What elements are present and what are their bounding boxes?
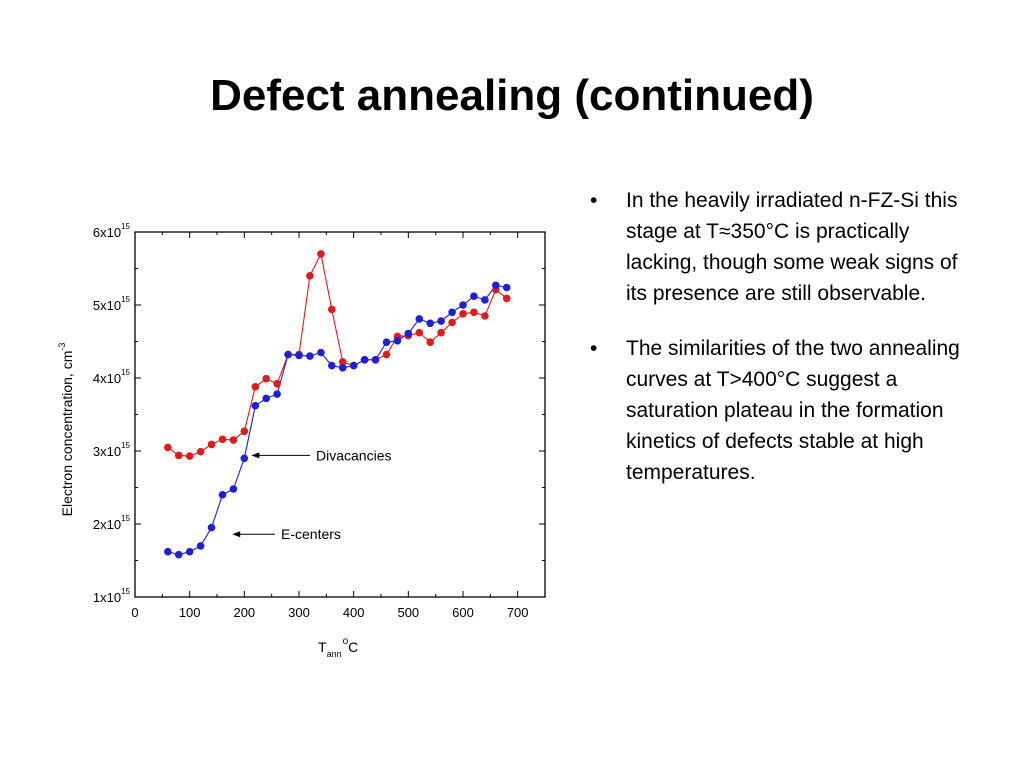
series-1-point [295, 351, 303, 360]
series-1-point [382, 338, 391, 346]
series-0-point [164, 443, 172, 452]
bullet-dot-icon: • [590, 337, 598, 360]
x-tick-label: 400 [343, 605, 365, 620]
x-tick-label: 700 [507, 605, 529, 620]
series-0-point [415, 328, 424, 337]
series-1-point [284, 350, 292, 359]
series-0-point [240, 427, 249, 436]
e-centers-arrow-head-icon [232, 531, 241, 538]
series-1-point [349, 361, 358, 370]
y-tick-label: 2x1015 [93, 514, 131, 532]
bullet-item: • The similarities of the two annealing … [590, 333, 970, 488]
series-0-point [459, 310, 467, 318]
series-1-point [229, 485, 238, 493]
y-tick-label: 6x1015 [93, 222, 131, 240]
series-0-point [448, 318, 456, 327]
series-0-point [207, 440, 216, 449]
series-1-point [338, 364, 347, 372]
y-tick-label: 4x1015 [93, 368, 131, 386]
series-0-point [174, 451, 183, 460]
x-axis-label: TannoC [318, 636, 358, 659]
axis-group: 0 100 200 300 400 500 600 700 1x1015 2x1015 3x1015… [93, 222, 546, 620]
series-0-point [338, 358, 347, 366]
x-tick-label: 200 [233, 605, 255, 620]
series-0-point [481, 312, 489, 320]
x-tick-label: 100 [179, 605, 201, 620]
series-0-point [437, 328, 445, 337]
bullet-item: • In the heavily irradiated n-FZ-Si this… [590, 185, 970, 309]
annotation-group: Divacancies E-centers [232, 447, 391, 542]
series-1-point [251, 401, 260, 410]
e-centers-label: E-centers [281, 526, 341, 542]
series-1-point [371, 356, 380, 364]
x-tick-label: 300 [288, 605, 310, 620]
series-0-point [382, 350, 391, 359]
series-0-point [262, 374, 270, 383]
series-1-point [196, 542, 205, 550]
series-1-point [207, 523, 216, 532]
series-0-point [502, 294, 511, 303]
series-1-point [306, 352, 314, 360]
series-0-line [167, 252, 508, 457]
bullet-text: In the heavily irradiated n-FZ-Si this s… [626, 189, 958, 305]
y-axis-label: Electron concentration, cm-3 [57, 343, 75, 517]
series-1-point [492, 281, 500, 290]
divacancies-label: Divacancies [316, 447, 391, 463]
series-0-point [273, 380, 281, 388]
axis-label-group: TannoC Electron concentration, cm-3 [57, 343, 358, 659]
series-1-point [240, 454, 249, 463]
series-0-point [470, 308, 478, 317]
series-1-point [426, 319, 435, 328]
series-0-point [251, 383, 260, 391]
series-1-point [481, 296, 489, 304]
plot-frame-group [134, 231, 546, 598]
series-1-point [393, 337, 402, 345]
series-1-point [459, 301, 467, 309]
series-1-point [317, 348, 325, 357]
series-1-point [437, 317, 445, 325]
x-tick-label: 600 [452, 605, 474, 620]
series-0-point [229, 436, 238, 444]
series-0-point [196, 447, 205, 456]
y-tick-label: 1x1015 [93, 587, 131, 605]
series-0-point [317, 250, 325, 258]
y-tick-label: 5x1015 [93, 295, 131, 313]
series-group [164, 250, 511, 559]
series-1-point [502, 283, 511, 292]
series-1-point [185, 547, 194, 556]
bullet-list: • In the heavily irradiated n-FZ-Si this… [590, 185, 970, 512]
series-1-point [218, 491, 227, 499]
series-0-point [328, 305, 336, 314]
bullet-text: The similarities of the two annealing cu… [626, 337, 960, 484]
series-1-point [360, 356, 369, 364]
series-1-point [415, 315, 424, 323]
series-0-point [426, 338, 435, 346]
series-0-point [185, 452, 194, 460]
series-0-point [218, 435, 227, 444]
series-1-point [262, 394, 270, 403]
series-0-point [306, 272, 314, 280]
series-1-point [404, 329, 413, 338]
series-1-line [167, 284, 507, 556]
x-tick-label: 500 [397, 605, 419, 620]
divacancies-arrow-head-icon [251, 452, 260, 459]
x-tick-label: 0 [131, 605, 138, 620]
series-1-point [328, 361, 336, 370]
series-1-point [470, 292, 478, 300]
plot-frame [134, 231, 546, 598]
y-tick-label: 3x1015 [93, 441, 131, 459]
annealing-chart: 0 100 200 300 400 500 600 700 1x1015 2x1015 3x1015… [57, 222, 546, 659]
bullet-dot-icon: • [590, 189, 598, 212]
series-1-point [273, 390, 281, 398]
series-1-point [174, 550, 183, 559]
slide-title: Defect annealing (continued) [210, 71, 814, 120]
series-1-point [164, 547, 172, 556]
series-1-point [448, 308, 456, 317]
